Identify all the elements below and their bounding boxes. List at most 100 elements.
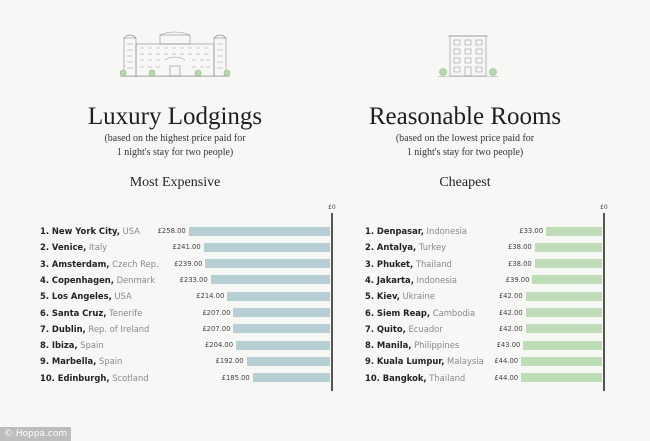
row-label: 8. Ibiza, Spain xyxy=(40,339,104,351)
country-name: USA xyxy=(111,291,132,302)
chart-row: 9. Marbella, Spain £192.00 xyxy=(40,355,330,367)
city-name: 8. Ibiza, xyxy=(40,340,78,351)
country-name: Indonesia xyxy=(413,274,458,285)
row-label: 6. Siem Reap, Cambodia xyxy=(365,307,475,319)
row-label: 1. Denpasar, Indonesia xyxy=(365,225,467,237)
bar xyxy=(188,226,330,236)
country-name: Ukraine xyxy=(399,291,435,302)
row-label: 2. Venice, Italy xyxy=(40,241,107,253)
city-name: 4. Jakarta, xyxy=(365,274,414,285)
country-name: Spain xyxy=(77,340,104,351)
city-name: 9. Marbella, xyxy=(40,356,97,367)
value-label: £192.00 xyxy=(215,357,244,366)
bar xyxy=(534,242,602,252)
city-name: 4. Copenhagen, xyxy=(40,274,114,285)
country-name: USA xyxy=(119,226,140,236)
bar xyxy=(210,275,330,285)
row-label: 3. Phuket, Thailand xyxy=(365,258,452,270)
value-label: £33.00 xyxy=(519,227,544,235)
row-label: 5. Kiev, Ukraine xyxy=(365,290,435,302)
reasonable-section-title: Reasonable Rooms xyxy=(368,103,562,130)
city-name: 3. Phuket, xyxy=(365,258,414,269)
chart-row: 5. Kiev, Ukraine £42.00 xyxy=(365,290,602,302)
bar xyxy=(236,340,330,350)
city-name: 6. Siem Reap, xyxy=(365,307,431,318)
bar xyxy=(521,373,602,383)
chart-row: 10. Bangkok, Thailand £44.00 xyxy=(365,372,602,384)
cheap-axis-zero-label: £0 xyxy=(600,204,608,211)
country-name: Thailand xyxy=(426,372,466,383)
city-name: 9. Kuala Lumpur, xyxy=(365,356,445,367)
row-label: 4. Copenhagen, Denmark xyxy=(40,274,155,286)
country-name: Denmark xyxy=(113,274,156,285)
source-credit: © Hoppa.com xyxy=(0,427,72,441)
city-name: 2. Antalya, xyxy=(365,242,417,253)
chart-row: 2. Venice, Italy £241.00 xyxy=(40,241,330,253)
row-label: 3. Amsterdam, Czech Rep. xyxy=(40,258,159,270)
value-label: £38.00 xyxy=(507,243,532,252)
city-name: 7. Dublin, xyxy=(40,323,86,334)
bar xyxy=(227,291,330,301)
chart-row: 4. Jakarta, Indonesia £39.00 xyxy=(365,274,602,286)
chart-row: 4. Copenhagen, Denmark £233.00 xyxy=(40,274,330,286)
country-name: Italy xyxy=(86,242,108,253)
city-name: 7. Quito, xyxy=(365,323,406,334)
value-label: £233.00 xyxy=(179,275,208,284)
row-label: 7. Quito, Ecuador xyxy=(365,323,443,335)
city-name: 8. Manila, xyxy=(365,340,412,351)
chart-row: 7. Dublin, Rep. of Ireland £207.00 xyxy=(40,323,330,335)
row-label: 10. Edinburgh, Scotland xyxy=(40,372,149,384)
value-label: £38.00 xyxy=(507,259,532,268)
chart-row: 2. Antalya, Turkey £38.00 xyxy=(365,241,602,253)
country-name: Philippines xyxy=(411,340,460,351)
value-label: £239.00 xyxy=(174,259,203,268)
chart-row: 5. Los Angeles, USA £214.00 xyxy=(40,290,330,302)
value-label: £207.00 xyxy=(202,308,231,317)
city-name: 5. Los Angeles, xyxy=(40,291,112,302)
country-name: Tenerife xyxy=(106,307,143,318)
row-label: 9. Kuala Lumpur, Malaysia xyxy=(365,355,484,367)
chart-row: 10. Edinburgh, Scotland £185.00 xyxy=(40,372,330,384)
row-label: 7. Dublin, Rep. of Ireland xyxy=(40,323,149,335)
value-label: £204.00 xyxy=(204,341,234,350)
value-label: £241.00 xyxy=(172,243,201,252)
row-label: 9. Marbella, Spain xyxy=(40,355,122,367)
value-label: £42.00 xyxy=(498,292,523,301)
chart-row: 7. Quito, Ecuador £42.00 xyxy=(365,323,602,335)
value-label: £207.00 xyxy=(202,324,231,333)
luxury-subtitle-line-1: (based on the highest price paid for xyxy=(104,133,246,144)
bar xyxy=(203,242,330,252)
chart-row: 8. Ibiza, Spain £204.00 xyxy=(40,339,330,351)
luxury-section-title: Luxury Lodgings xyxy=(87,103,263,130)
bar xyxy=(534,259,602,269)
country-name: Turkey xyxy=(416,242,447,253)
city-name: 1. Denpasar, xyxy=(365,226,424,236)
city-name: 2. Venice, xyxy=(40,242,87,253)
value-label: £214.00 xyxy=(196,292,225,301)
most-expensive-heading: Most Expensive xyxy=(129,175,221,190)
bar xyxy=(233,324,330,334)
city-name: 10. Bangkok, xyxy=(365,372,427,383)
cheapest-heading: Cheapest xyxy=(439,175,491,190)
bar xyxy=(525,308,602,317)
country-name: Malaysia xyxy=(444,356,484,367)
city-name: 1. New York City, xyxy=(40,226,120,236)
bar xyxy=(521,356,602,366)
row-label: 8. Manila, Philippines xyxy=(365,339,459,351)
bar xyxy=(525,324,602,334)
value-label: £44.00 xyxy=(494,373,519,382)
luxury-axis-line xyxy=(331,213,333,391)
bar xyxy=(246,356,330,366)
country-name: Cambodia xyxy=(430,307,476,318)
value-label: £258.00 xyxy=(157,227,186,235)
row-label: 4. Jakarta, Indonesia xyxy=(365,274,457,286)
value-label: £39.00 xyxy=(505,275,530,284)
city-name: 3. Amsterdam, xyxy=(40,258,110,269)
row-label: 1. New York City, USA xyxy=(40,225,140,237)
cheap-axis-line xyxy=(603,213,605,391)
city-name: 6. Santa Cruz, xyxy=(40,307,107,318)
chart-row: 3. Phuket, Thailand £38.00 xyxy=(365,258,602,270)
city-name: 10. Edinburgh, xyxy=(40,372,110,383)
value-label: £43.00 xyxy=(496,341,521,350)
row-label: 10. Bangkok, Thailand xyxy=(365,372,465,384)
